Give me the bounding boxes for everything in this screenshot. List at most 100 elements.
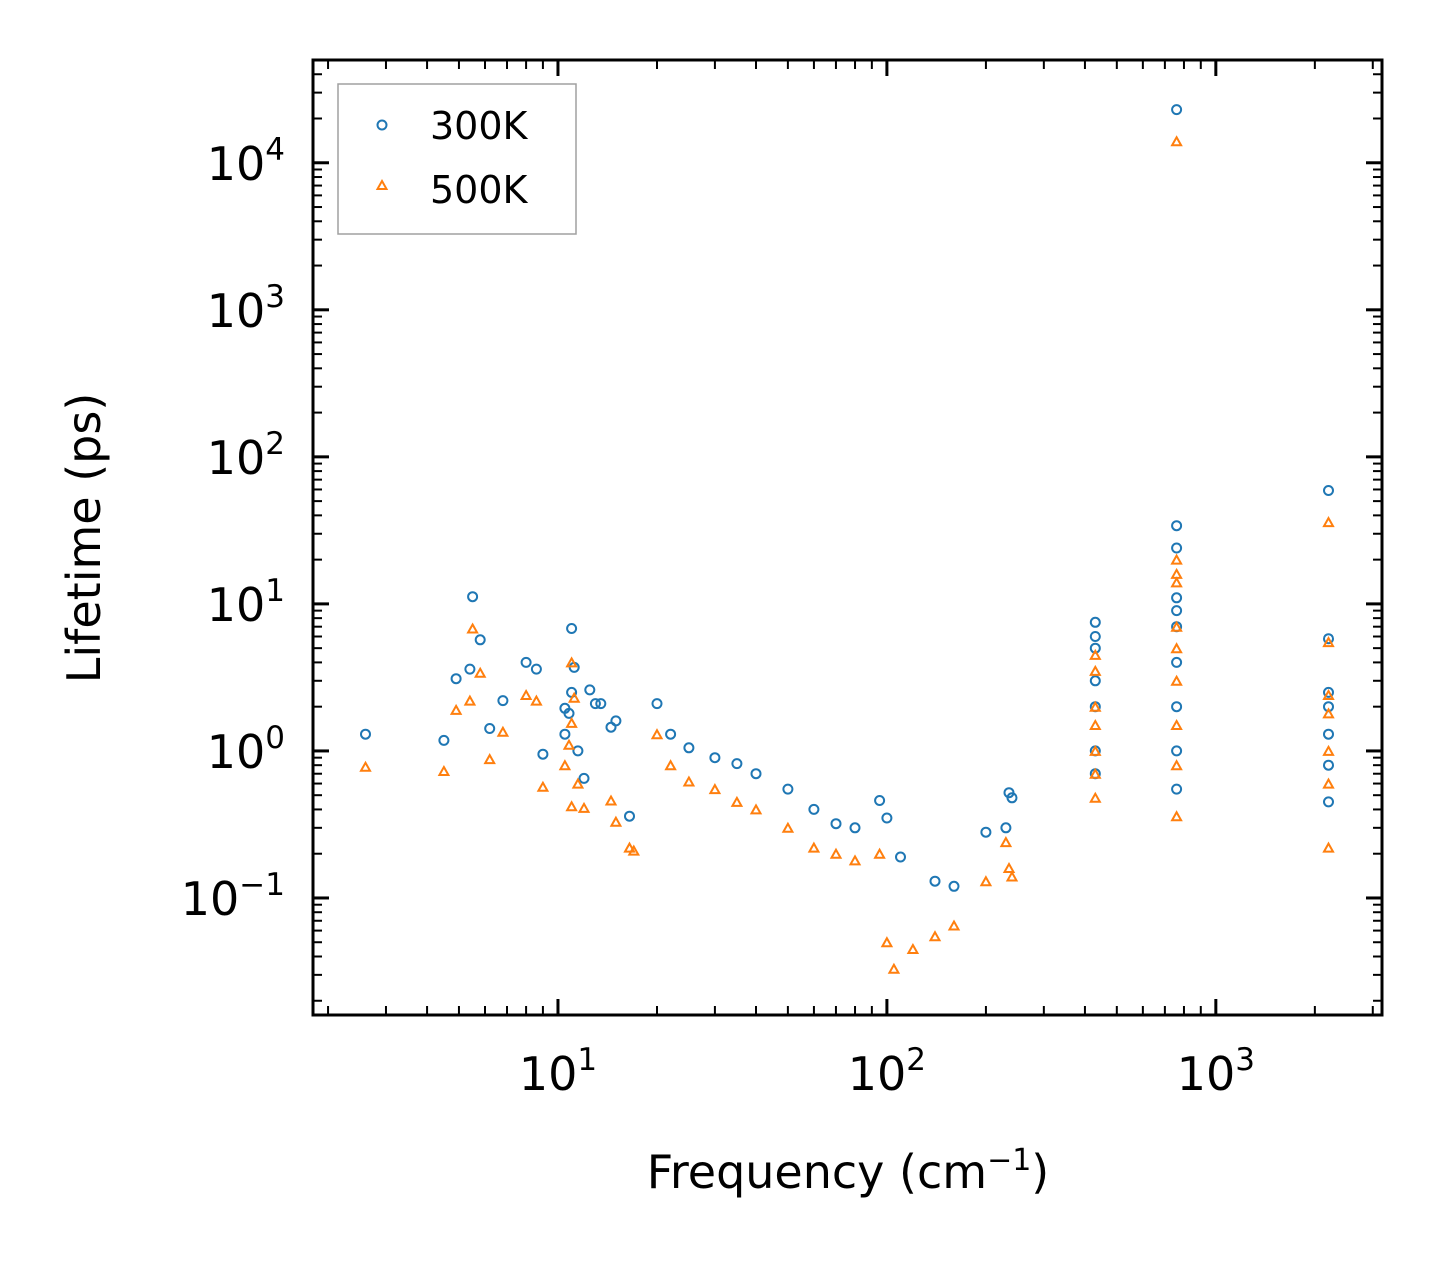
legend: 300K 500K (337, 83, 577, 235)
point-500k (359, 760, 372, 772)
point-500k (466, 622, 479, 634)
point-500k (1170, 810, 1183, 822)
point-500k (577, 801, 591, 813)
point-300k (782, 783, 794, 795)
point-500k (1089, 744, 1102, 756)
point-300k (881, 812, 893, 824)
point-500k (519, 688, 533, 700)
point-300k (589, 698, 601, 710)
y-axis-label: Lifetime (ps) (57, 393, 111, 684)
point-500k (1322, 516, 1335, 528)
point-500k (708, 783, 722, 795)
point-300k (624, 810, 635, 822)
point-500k (1170, 642, 1183, 654)
point-300k (537, 748, 549, 760)
point-500k (887, 962, 901, 974)
plot-frame (311, 58, 1384, 1017)
point-300k (438, 734, 450, 746)
point-300k (750, 768, 762, 780)
point-300k (830, 818, 842, 830)
point-300k (450, 673, 462, 685)
point-300k (578, 772, 590, 784)
legend-label-300k: 300K (430, 104, 529, 148)
point-300k (929, 875, 941, 887)
point-300k (1000, 822, 1012, 834)
point-300k (948, 880, 960, 892)
point-500k (1322, 744, 1335, 756)
point-500k (565, 716, 578, 728)
y-tick-label: 102 (207, 426, 285, 485)
point-500k (562, 738, 576, 750)
y-tick-label: 10−1 (181, 867, 285, 926)
point-300k (563, 707, 575, 719)
x-tick-label: 102 (848, 1042, 926, 1101)
point-300k (1171, 783, 1183, 795)
point-500k (829, 847, 843, 859)
point-500k (1089, 664, 1102, 676)
point-300k (1089, 675, 1101, 687)
point-300k (584, 684, 596, 696)
point-300k (1171, 656, 1183, 668)
legend-label-500k: 500K (430, 168, 529, 212)
legend-box (337, 83, 577, 235)
point-300k (464, 663, 476, 675)
legend-marker-300k (376, 119, 388, 131)
point-300k (474, 634, 486, 646)
point-500k (558, 759, 572, 771)
point-300k (497, 695, 509, 707)
point-300k (1171, 701, 1183, 713)
point-500k (749, 803, 763, 815)
point-500k (483, 753, 496, 765)
point-300k (1323, 759, 1334, 771)
point-500k (1089, 648, 1102, 660)
point-500k (1170, 135, 1183, 147)
point-500k (880, 936, 894, 948)
point-300k (610, 715, 622, 727)
point-500k (1002, 861, 1016, 873)
point-300k (1323, 796, 1334, 808)
point-500k (473, 666, 487, 678)
point-500k (1322, 707, 1335, 719)
point-500k (530, 694, 543, 706)
data-points (359, 104, 1335, 974)
point-300k (360, 728, 371, 740)
point-300k (484, 723, 496, 734)
point-300k (1171, 104, 1183, 116)
point-300k (1171, 745, 1183, 757)
point-300k (874, 795, 886, 806)
point-500k (1170, 674, 1183, 686)
x-tick-label: 101 (519, 1042, 597, 1101)
point-500k (536, 780, 550, 792)
point-300k (559, 728, 571, 740)
point-500k (567, 691, 581, 703)
point-300k (709, 752, 721, 764)
point-300k (566, 623, 578, 634)
point-300k (1089, 631, 1101, 642)
point-300k (808, 803, 820, 815)
point-500k (565, 656, 578, 668)
point-500k (947, 919, 961, 931)
point-300k (1006, 792, 1018, 804)
point-500k (449, 703, 463, 715)
point-300k (980, 826, 992, 838)
point-500k (1089, 791, 1102, 803)
point-500k (928, 930, 942, 942)
point-500k (463, 694, 477, 706)
y-tick-label: 103 (207, 279, 285, 338)
point-500k (999, 836, 1013, 848)
x-axis-label: Frequency (cm−1) (647, 1143, 1050, 1199)
point-500k (1170, 620, 1183, 632)
y-tick-label: 101 (207, 573, 285, 632)
point-500k (571, 777, 585, 789)
point-300k (1171, 520, 1183, 532)
point-300k (520, 656, 532, 668)
y-tick-label: 100 (207, 720, 285, 779)
point-500k (1322, 688, 1335, 700)
point-500k (609, 815, 623, 827)
point-500k (1089, 767, 1102, 779)
x-tick-label: 103 (1177, 1042, 1255, 1101)
point-500k (496, 725, 510, 737)
y-tick-label: 104 (207, 132, 285, 191)
point-500k (873, 847, 886, 859)
